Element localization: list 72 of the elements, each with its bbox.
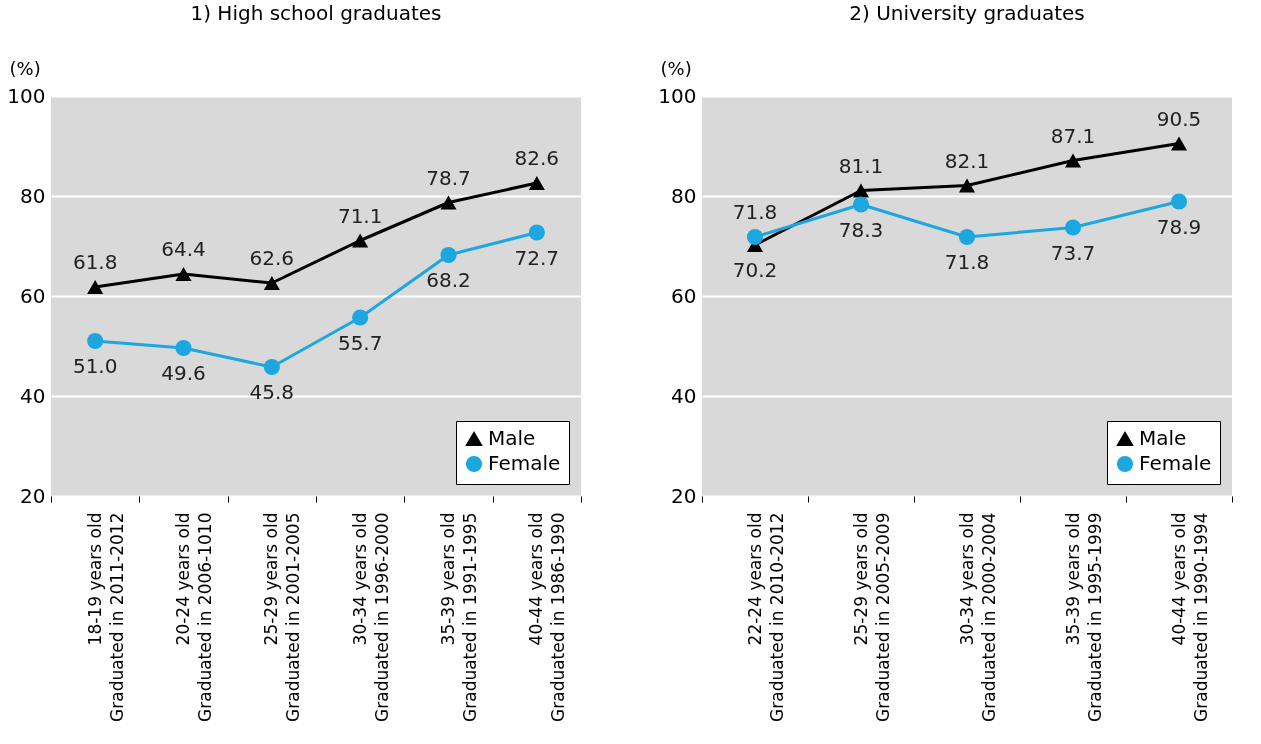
data-label: 82.6 bbox=[514, 146, 560, 170]
legend-label: Female bbox=[1139, 451, 1212, 475]
x-tick-label: 20-24 years old Graduated in 2006-1010 bbox=[173, 512, 215, 722]
point bbox=[1170, 136, 1188, 151]
y-tick-label: 40 bbox=[671, 383, 697, 408]
y-axis-title: (%) bbox=[660, 57, 692, 79]
x-tick-label: 22-24 years old Graduated in 2010-2012 bbox=[744, 512, 787, 722]
legend-label: Male bbox=[1139, 426, 1187, 450]
chart-title: 2) University graduates bbox=[849, 1, 1085, 25]
y-tick-label: 20 bbox=[20, 483, 46, 508]
data-label: 87.1 bbox=[1050, 123, 1096, 148]
data-label: 81.1 bbox=[838, 153, 884, 178]
y-tick-label: 100 bbox=[658, 83, 697, 108]
data-label: 55.7 bbox=[337, 330, 383, 355]
point bbox=[87, 332, 104, 350]
data-label: 68.2 bbox=[426, 268, 471, 292]
data-label: 62.6 bbox=[249, 246, 295, 270]
data-label: 82.1 bbox=[944, 148, 990, 173]
y-tick-label: 80 bbox=[20, 183, 46, 208]
data-label: 71.8 bbox=[732, 200, 778, 224]
point bbox=[352, 233, 369, 248]
point bbox=[958, 178, 976, 193]
data-label: 90.5 bbox=[1156, 106, 1202, 131]
y-tick-label: 60 bbox=[20, 283, 46, 308]
data-label: 78.3 bbox=[838, 217, 884, 242]
data-label: 78.9 bbox=[1156, 214, 1202, 239]
point bbox=[87, 280, 104, 294]
x-tick-label: 40-44 years old Graduated in 1990-1994 bbox=[1168, 512, 1211, 722]
x-tick-label: 30-34 years old Graduated in 2000-2004 bbox=[956, 512, 999, 722]
data-label: 64.4 bbox=[161, 237, 206, 261]
legend-label: Female bbox=[488, 451, 561, 475]
x-tick-label: 35-39 years old Graduated in 1995-1999 bbox=[1062, 512, 1105, 722]
y-tick-label: 100 bbox=[7, 83, 46, 108]
point bbox=[263, 358, 280, 376]
point bbox=[1170, 193, 1188, 210]
point bbox=[528, 224, 545, 241]
y-tick-label: 20 bbox=[671, 483, 697, 508]
y-axis-title: (%) bbox=[9, 57, 41, 79]
x-tick-label: 30-34 years old Graduated in 1996-2000 bbox=[349, 512, 392, 722]
x-tick-label: 25-29 years old Graduated in 2001-2005 bbox=[261, 512, 304, 722]
legend-label: Male bbox=[488, 426, 536, 450]
y-tick-label: 60 bbox=[671, 283, 697, 308]
data-label: 71.8 bbox=[944, 250, 990, 274]
y-tick-label: 40 bbox=[20, 383, 46, 408]
point bbox=[528, 176, 545, 190]
chart-title: 1) High school graduates bbox=[190, 1, 442, 25]
point bbox=[1064, 153, 1082, 168]
point bbox=[852, 183, 870, 198]
point bbox=[175, 339, 192, 357]
x-tick-label: 18-19 years old Graduated in 2011-2012 bbox=[84, 512, 127, 722]
point bbox=[1064, 219, 1082, 236]
data-label: 51.0 bbox=[72, 354, 118, 378]
data-label: 71.1 bbox=[337, 203, 383, 228]
point bbox=[440, 195, 457, 210]
x-tick-label: 40-44 years old Graduated in 1986-1990 bbox=[526, 512, 569, 722]
data-label: 72.7 bbox=[514, 245, 560, 270]
data-label: 61.8 bbox=[72, 250, 118, 274]
point bbox=[352, 309, 369, 326]
data-label: 70.2 bbox=[732, 258, 778, 282]
point bbox=[746, 228, 764, 246]
x-tick-label: 35-39 years old Graduated in 1991-1995 bbox=[438, 512, 480, 722]
point bbox=[175, 267, 192, 281]
y-tick-label: 80 bbox=[671, 183, 697, 208]
x-tick-label: 25-29 years old Graduated in 2005-2009 bbox=[850, 512, 893, 722]
data-label: 49.6 bbox=[161, 361, 206, 385]
point bbox=[852, 196, 870, 213]
point bbox=[958, 228, 976, 246]
point bbox=[440, 246, 457, 264]
point bbox=[263, 276, 280, 290]
data-label: 73.7 bbox=[1050, 240, 1096, 265]
data-label: 45.8 bbox=[249, 380, 295, 404]
data-label: 78.7 bbox=[426, 165, 471, 190]
